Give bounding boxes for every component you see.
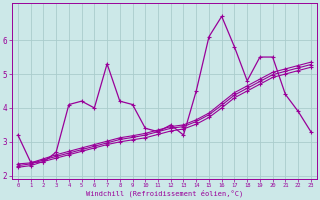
X-axis label: Windchill (Refroidissement éolien,°C): Windchill (Refroidissement éolien,°C) — [86, 190, 243, 197]
